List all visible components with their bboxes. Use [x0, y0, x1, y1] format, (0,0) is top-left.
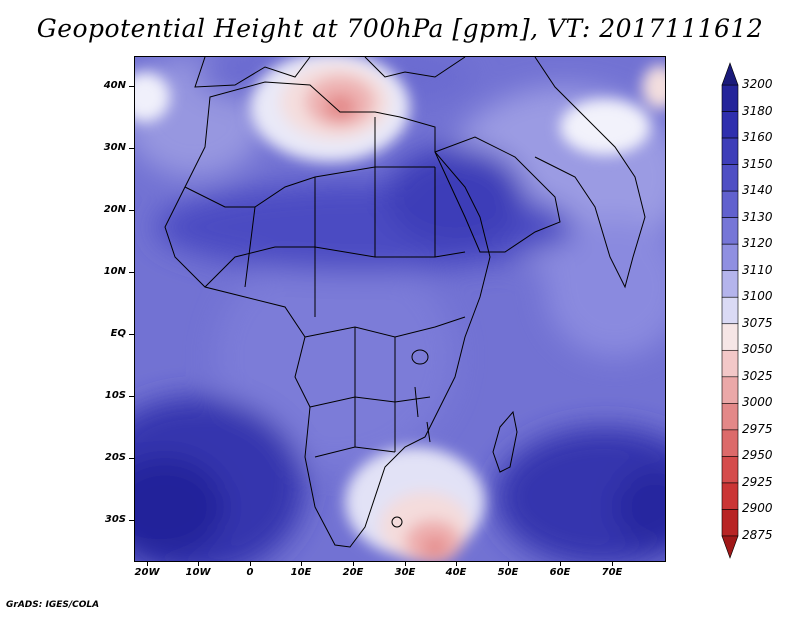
colorbar-level-label: 3050	[742, 342, 773, 357]
colorbar-swatch	[721, 217, 739, 245]
colorbar-swatch	[721, 243, 739, 272]
colorbar-swatch	[721, 111, 739, 139]
lon-tick	[560, 562, 561, 566]
colorbar-swatch	[721, 270, 739, 298]
coastlines	[164, 57, 646, 548]
lat-label-10n: 10N	[103, 266, 126, 277]
colorbar-swatch	[721, 84, 739, 112]
colorbar-level-label: 2975	[742, 421, 773, 436]
geopotential-field	[135, 57, 665, 561]
lat-tick	[129, 86, 134, 87]
lon-label-50e: 50E	[497, 567, 519, 578]
colorbar-swatch	[721, 376, 739, 404]
colorbar-level-label: 3160	[742, 130, 773, 145]
lon-label-70e: 70E	[601, 567, 623, 578]
lat-label-eq: EQ	[110, 328, 126, 339]
colorbar-level-label: 2950	[742, 448, 773, 463]
credit-text: GrADS: IGES/COLA	[6, 600, 100, 610]
colorbar-swatch	[721, 323, 739, 351]
lon-label-60e: 60E	[549, 567, 571, 578]
lon-label-20w: 20W	[134, 567, 160, 578]
lon-tick	[250, 562, 251, 566]
colorbar-level-label: 3100	[742, 289, 773, 304]
lat-tick	[129, 334, 134, 335]
lat-tick	[129, 148, 134, 149]
map-panel	[134, 56, 666, 562]
lon-tick	[353, 562, 354, 566]
colorbar-level-label: 2900	[742, 501, 773, 516]
lon-label-0: 0	[246, 567, 254, 578]
colorbar-level-label: 3180	[742, 103, 773, 118]
lat-label-30s: 30S	[104, 514, 126, 525]
colorbar-swatch	[721, 482, 739, 510]
colorbar-level-label: 3000	[742, 395, 773, 410]
lon-label-20e: 20E	[342, 567, 364, 578]
colorbar-swatch	[721, 164, 739, 192]
lat-tick	[129, 272, 134, 273]
colorbar-swatch	[721, 296, 739, 325]
colorbar-level-label: 3140	[742, 183, 773, 198]
colorbar-level-label: 2875	[742, 528, 773, 542]
colorbar-swatch	[721, 509, 739, 537]
lat-tick	[129, 520, 134, 521]
colorbar-level-label: 3130	[742, 209, 773, 224]
lat-label-20n: 20N	[103, 204, 126, 215]
colorbar-swatch	[721, 403, 739, 431]
lat-label-40n: 40N	[103, 80, 126, 91]
colorbar-swatch	[721, 190, 739, 218]
lon-label-10e: 10E	[290, 567, 312, 578]
colorbar-bottom-arrow	[721, 535, 739, 559]
lat-tick	[129, 458, 134, 459]
colorbar-swatches	[721, 62, 739, 559]
lon-tick	[405, 562, 406, 566]
field-contours	[135, 57, 665, 561]
colorbar-level-label: 3200	[742, 77, 773, 91]
lon-tick	[198, 562, 199, 566]
colorbar-swatch	[721, 456, 739, 484]
lon-tick	[508, 562, 509, 566]
colorbar-swatch	[721, 137, 739, 165]
colorbar-level-label: 3025	[742, 368, 773, 383]
lon-label-40e: 40E	[445, 567, 467, 578]
colorbar-level-label: 3110	[742, 262, 773, 277]
lon-tick	[456, 562, 457, 566]
colorbar-swatch	[721, 429, 739, 457]
lon-label-30e: 30E	[394, 567, 416, 578]
lon-tick	[147, 562, 148, 566]
colorbar-swatch	[721, 349, 739, 378]
lat-label-30n: 30N	[103, 142, 126, 153]
lon-tick	[301, 562, 302, 566]
lat-tick	[129, 396, 134, 397]
lon-label-10w: 10W	[185, 567, 211, 578]
chart-title: Geopotential Height at 700hPa [gpm], VT:…	[36, 14, 764, 43]
colorbar-level-label: 2925	[742, 474, 773, 489]
colorbar-top-arrow	[721, 62, 739, 86]
lat-tick	[129, 210, 134, 211]
colorbar-level-label: 3075	[742, 315, 773, 330]
lat-label-10s: 10S	[104, 390, 126, 401]
lat-label-20s: 20S	[104, 452, 126, 463]
colorbar-level-label: 3150	[742, 156, 773, 171]
colorbar-level-label: 3120	[742, 236, 773, 251]
lon-tick	[612, 562, 613, 566]
